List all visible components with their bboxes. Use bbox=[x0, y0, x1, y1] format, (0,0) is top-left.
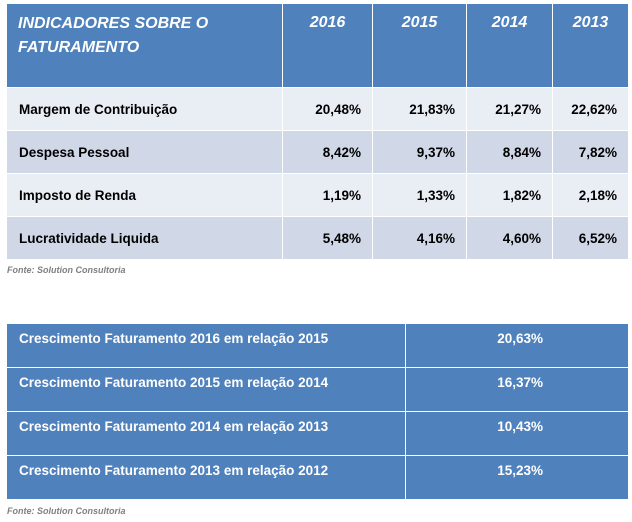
table-row: Crescimento Faturamento 2014 em relação … bbox=[6, 411, 629, 456]
table-row: Imposto de Renda 1,19% 1,33% 1,82% 2,18% bbox=[6, 173, 629, 217]
row-label-imposto: Imposto de Renda bbox=[6, 173, 283, 217]
crescimento-value-2014: 10,43% bbox=[405, 411, 629, 456]
row-label-margem: Margem de Contribuição bbox=[6, 87, 283, 131]
table-cell: 8,84% bbox=[466, 130, 553, 174]
indicadores-table: INDICADORES SOBRE O FATURAMENTO 2016 201… bbox=[6, 3, 629, 260]
year-header-2013: 2013 bbox=[552, 3, 629, 88]
table-cell: 7,82% bbox=[552, 130, 629, 174]
indicadores-header-row: INDICADORES SOBRE O FATURAMENTO 2016 201… bbox=[6, 3, 629, 88]
year-header-2015: 2015 bbox=[372, 3, 467, 88]
table-cell: 6,52% bbox=[552, 216, 629, 260]
crescimento-value-2015: 16,37% bbox=[405, 367, 629, 412]
year-header-2014: 2014 bbox=[466, 3, 553, 88]
row-label-despesa: Despesa Pessoal bbox=[6, 130, 283, 174]
year-header-2016: 2016 bbox=[282, 3, 373, 88]
table-row: Crescimento Faturamento 2013 em relação … bbox=[6, 455, 629, 500]
source-note-1: Fonte: Solution Consultoria bbox=[7, 265, 126, 275]
crescimento-label-2015: Crescimento Faturamento 2015 em relação … bbox=[6, 367, 406, 412]
row-label-lucratividade: Lucratividade Liquida bbox=[6, 216, 283, 260]
table-row: Lucratividade Liquida 5,48% 4,16% 4,60% … bbox=[6, 216, 629, 260]
table-cell: 20,48% bbox=[282, 87, 373, 131]
indicadores-title: INDICADORES SOBRE O FATURAMENTO bbox=[6, 3, 283, 88]
table-cell: 21,83% bbox=[372, 87, 467, 131]
crescimento-value-2016: 20,63% bbox=[405, 323, 629, 368]
source-note-2: Fonte: Solution Consultoria bbox=[7, 506, 126, 516]
table-cell: 5,48% bbox=[282, 216, 373, 260]
table-cell: 9,37% bbox=[372, 130, 467, 174]
table-cell: 4,60% bbox=[466, 216, 553, 260]
crescimento-label-2014: Crescimento Faturamento 2014 em relação … bbox=[6, 411, 406, 456]
crescimento-value-2013: 15,23% bbox=[405, 455, 629, 500]
table-cell: 1,82% bbox=[466, 173, 553, 217]
table-cell: 21,27% bbox=[466, 87, 553, 131]
table-cell: 4,16% bbox=[372, 216, 467, 260]
table-row: Margem de Contribuição 20,48% 21,83% 21,… bbox=[6, 87, 629, 131]
table-row: Crescimento Faturamento 2015 em relação … bbox=[6, 367, 629, 412]
crescimento-table: Crescimento Faturamento 2016 em relação … bbox=[6, 323, 629, 500]
table-row: Crescimento Faturamento 2016 em relação … bbox=[6, 323, 629, 368]
crescimento-label-2013: Crescimento Faturamento 2013 em relação … bbox=[6, 455, 406, 500]
table-cell: 2,18% bbox=[552, 173, 629, 217]
table-cell: 1,33% bbox=[372, 173, 467, 217]
table-cell: 8,42% bbox=[282, 130, 373, 174]
table-cell: 22,62% bbox=[552, 87, 629, 131]
table-cell: 1,19% bbox=[282, 173, 373, 217]
table-row: Despesa Pessoal 8,42% 9,37% 8,84% 7,82% bbox=[6, 130, 629, 174]
crescimento-label-2016: Crescimento Faturamento 2016 em relação … bbox=[6, 323, 406, 368]
